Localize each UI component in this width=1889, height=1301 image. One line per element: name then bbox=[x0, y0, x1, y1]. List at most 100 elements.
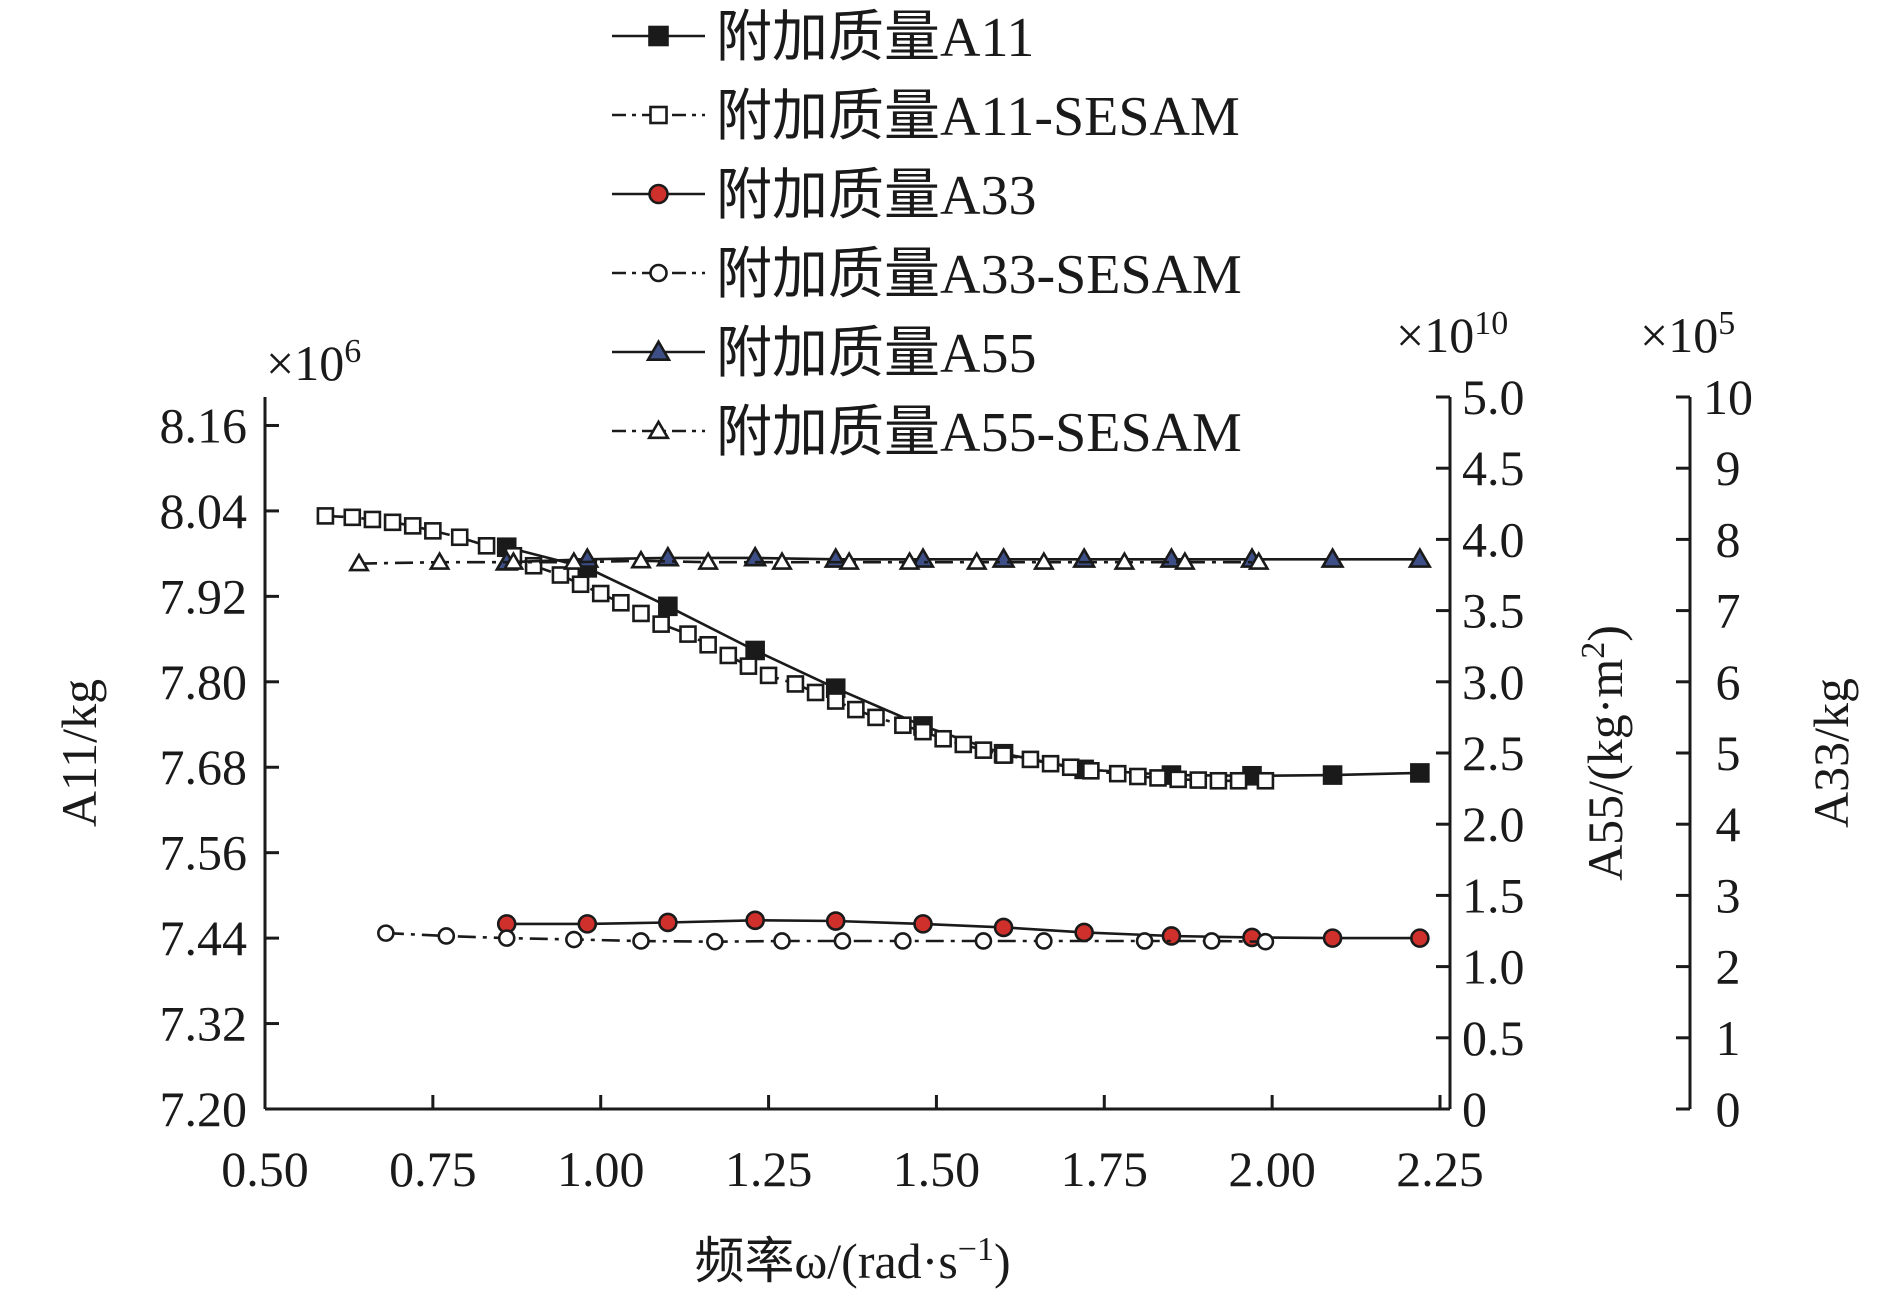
x-tick-label: 2.25 bbox=[1396, 1141, 1484, 1197]
data-point-a33-sesam bbox=[1202, 932, 1221, 950]
data-point-a11-sesam bbox=[1108, 764, 1127, 783]
data-point-a55-sesam bbox=[630, 549, 652, 569]
legend-swatch-marker bbox=[648, 183, 669, 205]
series-layer bbox=[316, 507, 1432, 951]
data-point-a11-sesam bbox=[316, 507, 335, 525]
data-point-a33 bbox=[745, 910, 765, 931]
data-point-a33-sesam bbox=[377, 924, 395, 942]
a55-tick-label: 4.5 bbox=[1462, 440, 1525, 496]
legend-item-a33-sesam: 附加质量A33-SESAM bbox=[612, 244, 1242, 306]
axes: 7.20 7.32 7.44 7.56 7.68 7.80 7.92 8.04 8.16 ×106… bbox=[51, 305, 1859, 1290]
series-a55-sesam bbox=[348, 549, 1270, 572]
data-point-a33 bbox=[913, 914, 933, 934]
a33-tick-label: 6 bbox=[1716, 654, 1741, 710]
data-point-a55-sesam bbox=[502, 551, 525, 570]
data-point-a55-sesam bbox=[898, 551, 921, 570]
data-point-a55-sesam bbox=[1247, 551, 1270, 570]
data-point-a33-sesam bbox=[1135, 932, 1154, 950]
a55-tick-label: 1.5 bbox=[1462, 867, 1525, 923]
data-point-a33 bbox=[1410, 928, 1430, 948]
data-point-a55-sesam bbox=[1032, 551, 1055, 570]
a11-tick-label: 7.80 bbox=[160, 654, 248, 710]
legend-label: 附加质量A55 bbox=[716, 323, 1036, 385]
data-point-a55 bbox=[1320, 547, 1345, 568]
legend-swatch-marker bbox=[646, 419, 671, 440]
data-point-a11-sesam bbox=[551, 566, 570, 584]
data-point-a11-sesam bbox=[1256, 771, 1275, 790]
data-point-a11-sesam bbox=[739, 657, 758, 675]
a55-tick-label: 2.5 bbox=[1462, 725, 1525, 781]
a11-tick-label: 8.04 bbox=[160, 483, 248, 539]
a55-exponent: ×1010 bbox=[1396, 305, 1508, 364]
a33-tick-label: 5 bbox=[1716, 725, 1741, 781]
a33-tick-label: 0 bbox=[1716, 1081, 1741, 1137]
data-point-a11 bbox=[658, 596, 678, 617]
a55-tick-label: 3.5 bbox=[1462, 583, 1525, 639]
a33-tick-label: 1 bbox=[1716, 1010, 1741, 1066]
data-point-a11 bbox=[745, 640, 765, 661]
legend-swatch-marker bbox=[649, 105, 668, 125]
data-point-a11-sesam bbox=[652, 615, 670, 633]
data-point-a55-sesam bbox=[1173, 551, 1196, 570]
data-point-a11-sesam bbox=[1041, 754, 1060, 773]
x-tick-label: 1.25 bbox=[725, 1141, 813, 1197]
data-point-a33 bbox=[993, 917, 1014, 938]
data-point-a11-sesam bbox=[383, 513, 402, 532]
a55-tick-label: 1.0 bbox=[1462, 939, 1525, 995]
legend-swatch-marker bbox=[648, 25, 669, 47]
legend-label: 附加质量A55-SESAM bbox=[716, 402, 1242, 464]
data-point-a33-sesam bbox=[773, 932, 791, 950]
a11-tick-label: 7.44 bbox=[160, 910, 248, 966]
data-point-a11-sesam bbox=[914, 722, 932, 741]
data-point-a11-sesam bbox=[343, 508, 362, 527]
data-point-a11-sesam bbox=[994, 746, 1013, 764]
a33-tick-label: 2 bbox=[1716, 939, 1741, 995]
a55-tick-label: 4.0 bbox=[1462, 511, 1525, 567]
a55-tick-label: 0.5 bbox=[1462, 1010, 1525, 1066]
data-point-a33 bbox=[658, 912, 678, 933]
a55-tick-label: 2.0 bbox=[1462, 796, 1525, 852]
data-point-a11-sesam bbox=[450, 528, 469, 547]
data-point-a33-sesam bbox=[565, 930, 583, 949]
data-point-a55-sesam bbox=[562, 551, 585, 570]
legend-item-a55-sesam: 附加质量A55-SESAM bbox=[612, 402, 1242, 464]
legend-label: 附加质量A33 bbox=[716, 165, 1036, 227]
data-point-a11-sesam bbox=[1129, 767, 1147, 786]
legend-item-a11: 附加质量A11 bbox=[612, 7, 1034, 69]
x-tick-label: 0.75 bbox=[389, 1141, 477, 1197]
a33-tick-label: 8 bbox=[1716, 511, 1741, 567]
legend-item-a11-sesam: 附加质量A11-SESAM bbox=[612, 86, 1240, 148]
data-point-a11-sesam bbox=[403, 517, 422, 535]
data-point-a55-sesam bbox=[965, 551, 988, 570]
data-point-a11-sesam bbox=[591, 584, 610, 603]
data-point-a11 bbox=[1322, 765, 1343, 785]
data-point-a55-sesam bbox=[1113, 551, 1136, 570]
data-point-a33-sesam bbox=[706, 932, 724, 951]
data-point-a11-sesam bbox=[1149, 769, 1167, 787]
data-point-a11-sesam bbox=[1189, 771, 1208, 789]
a11-tick-label: 7.56 bbox=[160, 825, 248, 881]
data-point-a11-sesam bbox=[974, 741, 993, 759]
a33-tick-label: 4 bbox=[1716, 796, 1741, 852]
data-point-a55-sesam bbox=[771, 551, 793, 570]
x-axis-title: 频率ω/(rad·s−1) bbox=[694, 1231, 1010, 1290]
data-point-a55 bbox=[1407, 547, 1432, 568]
data-point-a55-sesam bbox=[428, 551, 451, 570]
data-point-a11-sesam bbox=[1061, 758, 1080, 777]
a11-tick-label: 7.92 bbox=[160, 568, 248, 624]
data-point-a33-sesam bbox=[974, 932, 993, 950]
data-point-a33-sesam bbox=[894, 932, 912, 950]
data-point-a11-sesam bbox=[424, 522, 442, 540]
data-point-a33 bbox=[577, 914, 598, 934]
a55-tick-label: 5.0 bbox=[1462, 369, 1525, 425]
data-point-a55-sesam bbox=[838, 551, 861, 570]
a33-axis-title: A33/kg bbox=[1803, 678, 1859, 828]
a55-tick-label: 3.0 bbox=[1462, 654, 1525, 710]
series-line-a55 bbox=[506, 556, 1420, 564]
data-point-a11-sesam bbox=[1209, 771, 1228, 790]
legend: 附加质量A11 附加质量A11-SESAM 附加质量A33 附加质量A33-SESAM… bbox=[612, 7, 1242, 464]
data-point-a11-sesam bbox=[759, 666, 778, 685]
data-point-a55-sesam bbox=[697, 551, 720, 570]
x-tick-label: 0.50 bbox=[221, 1141, 309, 1197]
